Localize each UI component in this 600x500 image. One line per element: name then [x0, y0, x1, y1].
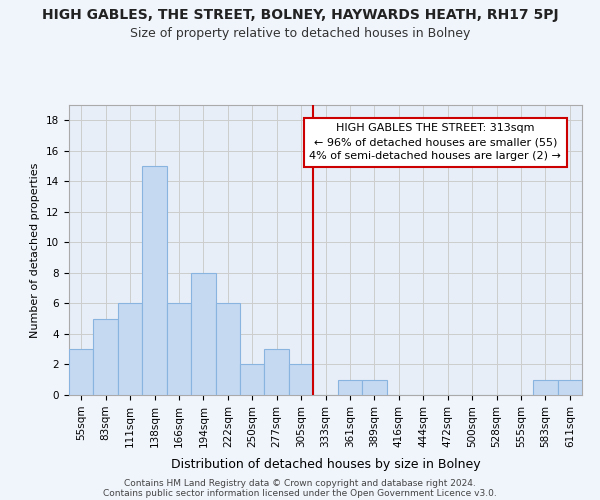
- Bar: [289, 364, 313, 395]
- Bar: [191, 273, 215, 395]
- Bar: [167, 304, 191, 395]
- Bar: [118, 304, 142, 395]
- Text: HIGH GABLES, THE STREET, BOLNEY, HAYWARDS HEATH, RH17 5PJ: HIGH GABLES, THE STREET, BOLNEY, HAYWARD…: [41, 8, 559, 22]
- Bar: [265, 349, 289, 395]
- Bar: [215, 304, 240, 395]
- Bar: [94, 318, 118, 395]
- Bar: [557, 380, 582, 395]
- Text: HIGH GABLES THE STREET: 313sqm
← 96% of detached houses are smaller (55)
4% of s: HIGH GABLES THE STREET: 313sqm ← 96% of …: [310, 124, 562, 162]
- Bar: [69, 349, 94, 395]
- Text: Contains public sector information licensed under the Open Government Licence v3: Contains public sector information licen…: [103, 488, 497, 498]
- Text: Size of property relative to detached houses in Bolney: Size of property relative to detached ho…: [130, 28, 470, 40]
- Bar: [338, 380, 362, 395]
- X-axis label: Distribution of detached houses by size in Bolney: Distribution of detached houses by size …: [170, 458, 481, 471]
- Bar: [240, 364, 265, 395]
- Bar: [142, 166, 167, 395]
- Bar: [533, 380, 557, 395]
- Text: Contains HM Land Registry data © Crown copyright and database right 2024.: Contains HM Land Registry data © Crown c…: [124, 478, 476, 488]
- Bar: [362, 380, 386, 395]
- Y-axis label: Number of detached properties: Number of detached properties: [31, 162, 40, 338]
